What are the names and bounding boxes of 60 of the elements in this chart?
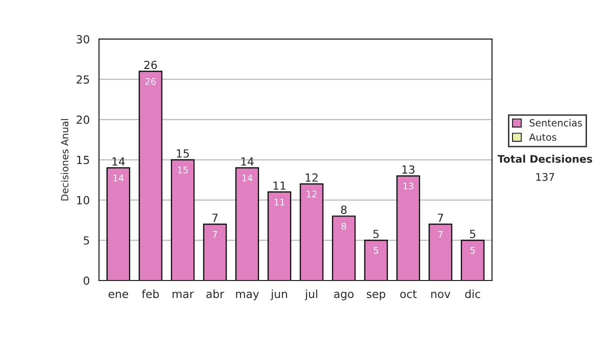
x-tick-label: abr: [206, 290, 224, 298]
bar: [460, 240, 484, 280]
y-tick-label: 10: [77, 196, 90, 204]
total-label: 26: [144, 60, 157, 70]
data-label: 7: [212, 230, 218, 238]
total-label: 14: [112, 157, 125, 166]
bar: [170, 159, 195, 280]
x-tick-label: sep: [366, 292, 386, 300]
total-label: 12: [306, 173, 318, 182]
x-tick-label: may: [236, 292, 259, 300]
data-label: 7: [438, 230, 443, 238]
bar: [396, 175, 420, 280]
total-label: 7: [212, 214, 218, 222]
bar: [235, 167, 260, 280]
bar: [106, 167, 130, 280]
text: Total Decisiones: [498, 154, 592, 163]
text: 137: [536, 173, 554, 181]
x-tick-label: ago: [334, 292, 354, 300]
bar: [203, 224, 227, 280]
data-label: 13: [403, 182, 414, 190]
bar: [300, 183, 324, 280]
bar: [428, 224, 452, 280]
x-tick-label: dic: [465, 290, 480, 298]
legend-label: Autos: [529, 134, 556, 141]
legend-label: Sentencias: [530, 118, 582, 127]
total-label: 11: [274, 182, 286, 190]
data-label: 15: [178, 166, 188, 174]
y-tick-label: 30: [76, 35, 90, 44]
x-tick-label: oct: [400, 290, 417, 298]
y-tick-label: 20: [76, 116, 90, 124]
total-label: 8: [341, 206, 347, 214]
y-tick-label: 0: [84, 276, 90, 285]
total-label: 5: [373, 230, 379, 238]
x-tick-label: jun: [270, 290, 288, 300]
bar: [138, 70, 162, 280]
x-tick-label: ene: [108, 292, 128, 298]
total-label: 13: [402, 165, 414, 174]
x-tick-label: nov: [431, 292, 450, 298]
x-tick-label: mar: [172, 292, 194, 298]
data-label: 14: [242, 174, 252, 182]
total-label: 5: [470, 230, 476, 238]
y-tick-label: 15: [77, 156, 89, 164]
data-label: 14: [114, 174, 124, 182]
x-tick-label: feb: [142, 290, 159, 298]
data-label: 5: [374, 247, 378, 254]
total-label: 7: [438, 214, 444, 222]
total-label: 15: [176, 149, 189, 158]
y-tick-label: 5: [84, 236, 89, 245]
data-label: 11: [274, 198, 284, 206]
bar: [268, 191, 292, 280]
x-tick-label: jul: [304, 290, 318, 300]
bar: [332, 216, 356, 280]
total-label: 14: [241, 157, 254, 166]
y-axis-title: Decisiones Anual: [60, 119, 68, 200]
y-tick-label: 25: [76, 75, 89, 84]
data-label: 12: [306, 190, 316, 198]
data-label: 8: [342, 222, 346, 230]
data-label: 5: [470, 247, 475, 254]
data-label: 26: [145, 78, 156, 85]
bar: [364, 240, 388, 280]
